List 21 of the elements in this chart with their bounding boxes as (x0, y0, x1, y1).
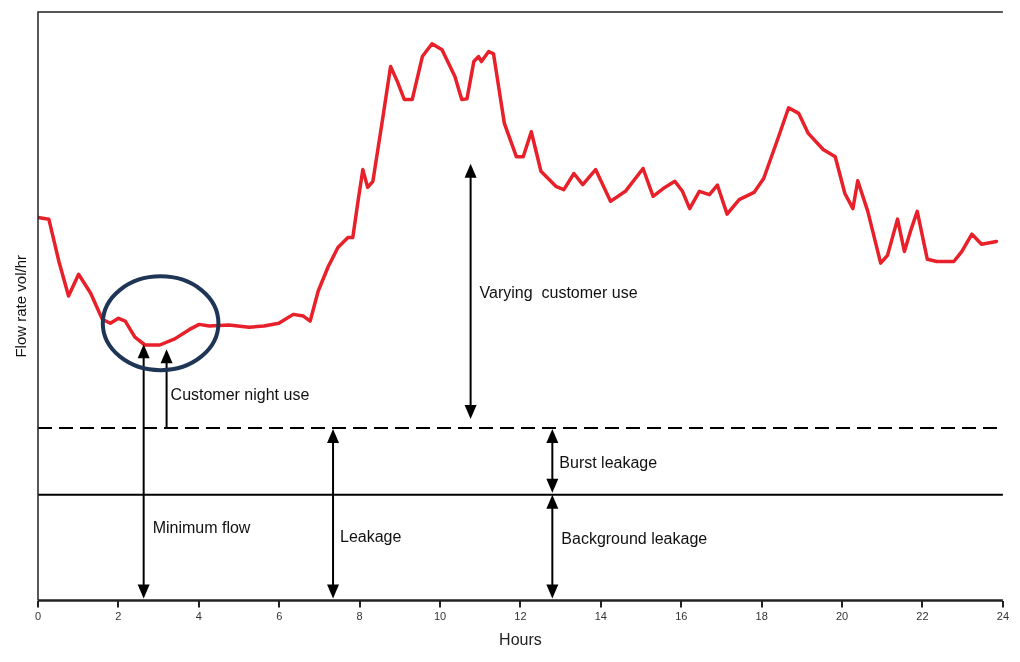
x-tick-label: 2 (115, 610, 122, 623)
x-tick-label: 14 (594, 610, 607, 623)
x-tick-label: 6 (276, 610, 283, 623)
y-axis-title: Flow rate vol/hr (12, 255, 30, 358)
x-tick-label: 16 (675, 610, 688, 623)
x-tick-label: 18 (755, 610, 768, 623)
x-tick-label: 20 (835, 610, 849, 623)
x-tick-label: 12 (514, 610, 527, 623)
annotation: Burst leakage (559, 454, 658, 472)
x-axis-title: Hours (499, 630, 542, 648)
x-tick-label: 22 (916, 610, 929, 623)
x-tick-label: 0 (34, 610, 42, 623)
annotation: Minimum flow (152, 519, 251, 537)
annotation: Varying customer use (479, 283, 638, 301)
x-tick-label: 8 (356, 610, 363, 623)
annotation: Leakage (340, 528, 402, 546)
x-tick-label: 24 (996, 610, 1010, 623)
annotation: Customer night use (170, 386, 310, 404)
x-tick-label: 4 (195, 610, 202, 623)
annotation: Background leakage (561, 530, 708, 548)
x-tick-label: 10 (433, 610, 447, 623)
